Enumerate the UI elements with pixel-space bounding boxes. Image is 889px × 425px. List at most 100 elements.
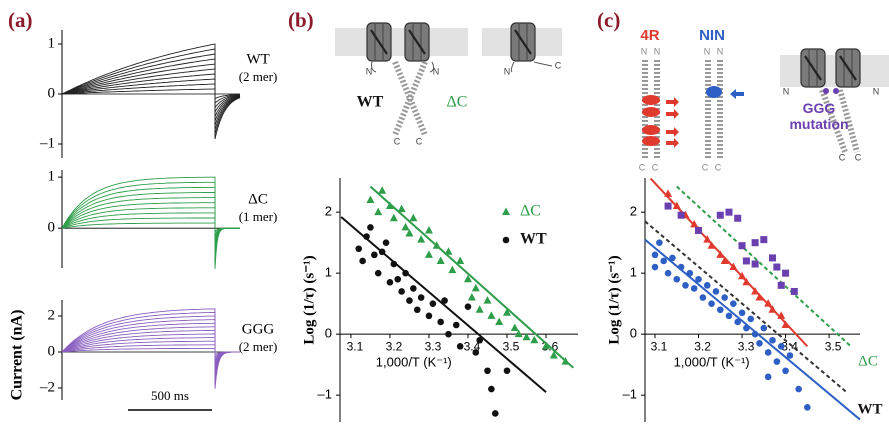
x-tick-label: 3.1	[347, 339, 364, 353]
channel	[366, 22, 392, 62]
point	[672, 201, 681, 210]
y-tick-label: 0	[48, 220, 56, 236]
trace-subtitle: (1 mer)	[239, 209, 278, 224]
annotation: ΔC	[447, 94, 468, 111]
point	[664, 189, 673, 197]
point	[773, 263, 781, 271]
point	[488, 385, 495, 393]
point	[751, 239, 759, 247]
point	[730, 300, 737, 307]
point	[703, 282, 711, 289]
point	[743, 324, 750, 332]
linker	[371, 61, 553, 73]
point	[747, 315, 755, 323]
point	[742, 257, 750, 265]
point	[682, 282, 689, 289]
annotation: N	[704, 46, 711, 56]
x-tick-label: 3.2	[386, 339, 403, 353]
point	[751, 260, 759, 268]
point	[448, 265, 457, 274]
current-trace	[61, 176, 240, 270]
fit-line	[340, 216, 547, 393]
annotation: N	[641, 46, 648, 56]
point	[561, 357, 570, 365]
point	[764, 349, 772, 356]
channel	[404, 22, 430, 62]
point	[708, 300, 715, 307]
point	[742, 277, 751, 286]
point	[716, 250, 725, 258]
point	[773, 358, 781, 365]
point	[664, 202, 672, 210]
point	[366, 195, 375, 203]
point	[782, 367, 789, 375]
trace-title: WT	[246, 51, 269, 67]
y-tick-label: –1	[39, 135, 55, 151]
point	[456, 256, 465, 264]
scale-bar-label: 500 ms	[151, 388, 189, 403]
x-tick-label: 3.5	[825, 339, 842, 353]
point	[549, 351, 558, 359]
fit-line	[676, 185, 852, 348]
point	[777, 343, 785, 350]
trace-title: GGG	[242, 321, 275, 337]
point	[491, 410, 499, 417]
annotation: WT	[857, 401, 882, 417]
point	[389, 213, 398, 222]
x-tick-label: 3.3	[738, 339, 755, 353]
y-tick-label: 0	[48, 85, 56, 101]
annotation: C	[855, 152, 862, 162]
point	[760, 324, 768, 332]
point	[444, 247, 453, 255]
current-trace	[61, 319, 240, 380]
point	[382, 239, 390, 246]
point	[664, 269, 672, 277]
annotation: N	[433, 66, 440, 76]
annotation: C	[702, 162, 709, 172]
y-tick-label: 2	[48, 307, 56, 323]
point	[764, 373, 772, 381]
annotation: C	[652, 162, 659, 172]
y-tick-label: 2	[325, 204, 332, 219]
series-label: 4R	[640, 27, 659, 44]
point	[690, 285, 698, 292]
y-tick-label: 0	[325, 326, 332, 341]
point	[429, 300, 437, 307]
point	[522, 332, 531, 341]
point	[476, 336, 483, 344]
point	[385, 201, 394, 210]
annotation: C	[394, 136, 401, 146]
point	[651, 251, 659, 259]
point	[707, 241, 716, 249]
legend-label: ΔC	[520, 203, 541, 220]
point	[394, 275, 402, 283]
annotation: N	[654, 46, 661, 56]
current-trace	[61, 53, 241, 131]
annotation: N	[873, 86, 880, 96]
point	[699, 294, 707, 301]
point	[721, 294, 728, 301]
annotation: C	[416, 136, 423, 146]
mutation-marks	[642, 95, 679, 148]
point	[502, 308, 511, 316]
channel	[510, 22, 536, 62]
y-axis-label: Log (1/τ) (s⁻¹)	[301, 255, 317, 344]
point	[725, 312, 733, 320]
point	[695, 275, 702, 283]
point	[359, 257, 366, 265]
current-trace	[61, 308, 240, 389]
point	[378, 248, 386, 256]
legend-label: WT	[520, 231, 547, 248]
fit-line	[644, 220, 848, 393]
coil	[392, 60, 428, 137]
point	[677, 211, 685, 219]
point	[467, 293, 476, 301]
y-tick-label: 1	[325, 265, 332, 280]
point	[424, 225, 433, 234]
point	[756, 340, 763, 347]
current-trace	[61, 58, 241, 126]
point	[751, 330, 759, 338]
point	[471, 283, 480, 292]
point	[406, 297, 413, 304]
